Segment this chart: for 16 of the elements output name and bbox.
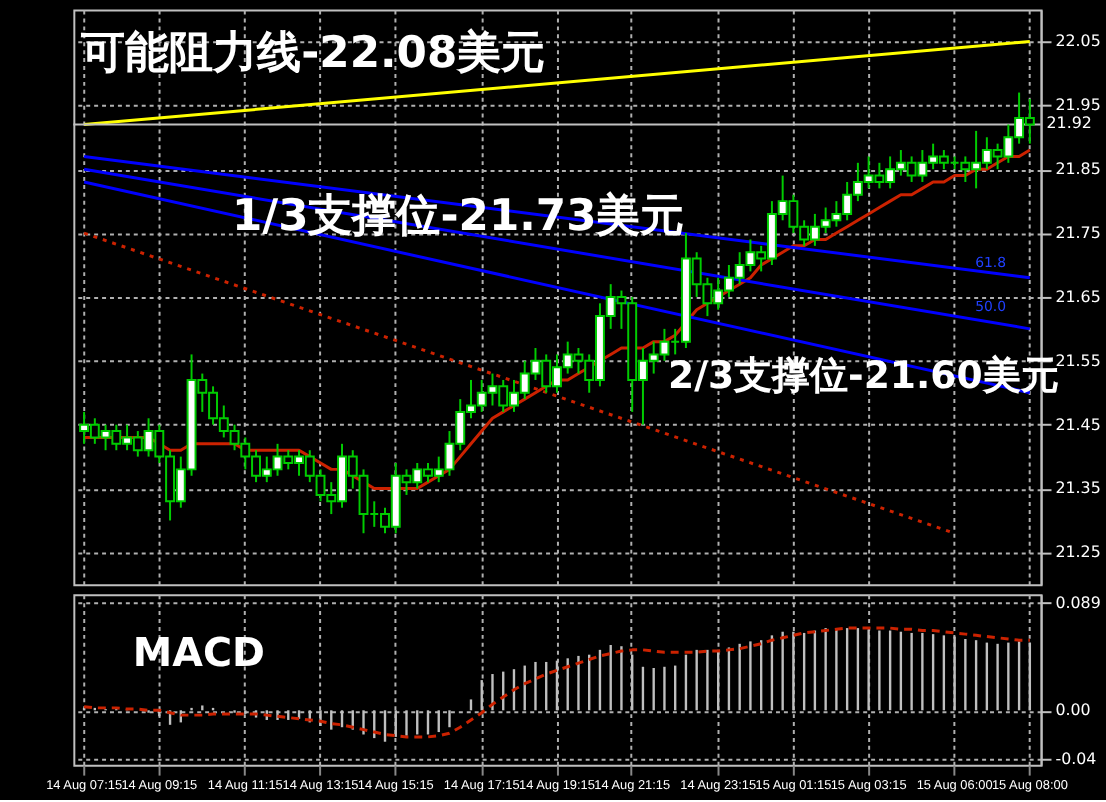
y-tick-label: 21.95 <box>1055 96 1101 115</box>
ref-line-label: 21.92 <box>1046 114 1092 133</box>
y-tick-label: 22.05 <box>1055 32 1101 51</box>
y-tick-label: 21.35 <box>1055 479 1101 498</box>
annotation: 可能阻力线-22.08美元 <box>79 27 546 80</box>
annotation: MACD <box>132 629 265 676</box>
y-tick-label: 21.85 <box>1055 160 1101 179</box>
y-tick-label: 21.75 <box>1055 224 1101 243</box>
y-tick-label: 21.55 <box>1055 351 1101 370</box>
y-tick-label: 0.00 <box>1055 701 1091 720</box>
y-tick-label: -0.04 <box>1055 749 1097 768</box>
y-tick-label: 0.089 <box>1055 593 1101 612</box>
y-tick-label: 21.25 <box>1055 543 1101 562</box>
y-tick-label: 21.45 <box>1055 415 1101 434</box>
y-tick-label: 21.65 <box>1055 287 1101 306</box>
line-series <box>82 626 1032 739</box>
